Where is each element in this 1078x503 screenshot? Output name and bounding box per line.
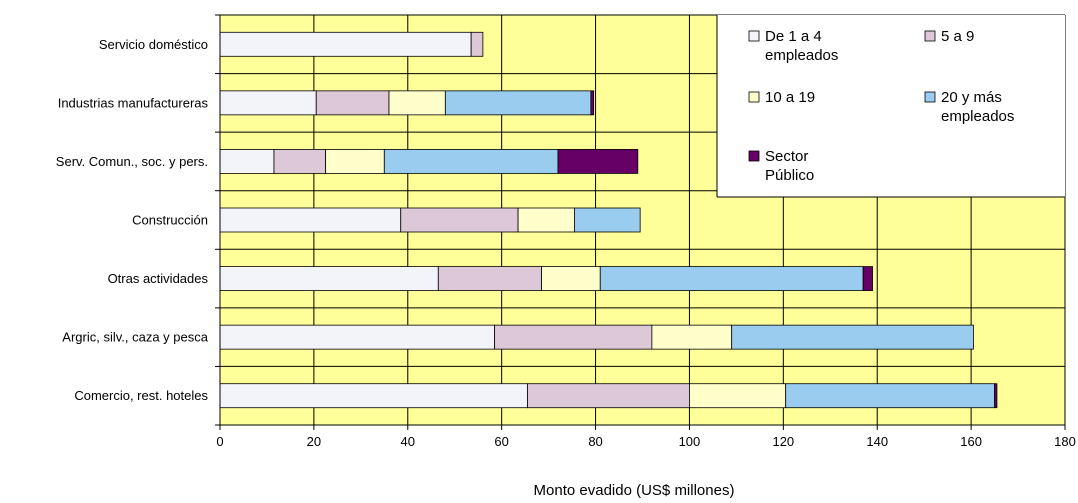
bar-segment <box>527 383 690 409</box>
bar-segment <box>731 324 974 350</box>
bar-segment <box>219 383 528 409</box>
bar-segment <box>785 383 995 409</box>
legend-label: 10 a 19 <box>765 89 815 106</box>
bar-segment <box>599 266 864 291</box>
category-label: Industrias manufactureras <box>58 95 209 110</box>
x-tick-label: 80 <box>588 434 602 449</box>
category-label: Servicio doméstico <box>99 37 208 52</box>
legend-swatch <box>748 91 760 103</box>
bar-segment <box>219 324 496 350</box>
category-label: Argric, silv., caza y pesca <box>62 330 208 345</box>
bar-segment <box>219 149 275 174</box>
legend-label: Público <box>765 167 814 184</box>
bar-segment <box>470 31 484 57</box>
legend-label: 20 y más <box>941 89 1002 106</box>
x-tick-label: 140 <box>866 434 888 449</box>
bar-segment <box>219 90 317 116</box>
bar-segment <box>994 383 998 409</box>
legend-label: empleados <box>765 47 838 64</box>
category-label: Otras actividades <box>108 271 209 286</box>
bar-segment <box>517 207 575 233</box>
category-label: Serv. Comun., soc. y pers. <box>56 154 208 169</box>
legend-box <box>717 15 1065 197</box>
bar-segment <box>444 90 592 116</box>
bar-segment <box>862 266 873 291</box>
legend-swatch <box>924 30 936 42</box>
category-label: Construcción <box>132 213 208 228</box>
bar-segment <box>325 149 385 174</box>
legend-label: 5 a 9 <box>941 28 974 45</box>
bars <box>219 31 998 409</box>
category-label: Comercio, rest. hoteles <box>74 388 208 403</box>
legend-label: empleados <box>941 108 1014 125</box>
legend-label: De 1 a 4 <box>765 28 822 45</box>
x-tick-label: 20 <box>307 434 321 449</box>
bar-segment <box>219 31 472 57</box>
legend-label: Sector <box>765 148 808 165</box>
axes: Servicio doméstico Industrias manufacture… <box>56 14 1076 449</box>
bar-segment <box>557 149 639 174</box>
bar-segment <box>437 266 542 291</box>
x-tick-label: 40 <box>401 434 415 449</box>
x-axis-title: Monto evadido (US$ millones) <box>534 482 735 499</box>
legend-swatch <box>748 150 760 162</box>
x-tick-label: 180 <box>1054 434 1076 449</box>
legend-swatch <box>748 30 760 42</box>
x-tick-label: 60 <box>494 434 508 449</box>
x-tick-label: 100 <box>679 434 701 449</box>
bar-segment <box>219 207 402 233</box>
legend-swatch <box>924 91 936 103</box>
x-tick-label: 120 <box>772 434 794 449</box>
bar-segment <box>494 324 653 350</box>
x-tick-label: 160 <box>960 434 982 449</box>
legend: De 1 a 4 empleados 5 a 9 10 a 19 20 y más emp… <box>716 15 1065 198</box>
bar-segment <box>315 90 390 116</box>
bar-segment <box>590 90 595 116</box>
bar-segment <box>383 149 559 174</box>
bar-segment <box>574 207 641 233</box>
bar-segment <box>689 383 787 409</box>
bar-segment <box>400 207 519 233</box>
bar-segment <box>651 324 733 350</box>
bar-segment <box>541 266 601 291</box>
bar-segment <box>388 90 446 116</box>
bar-segment <box>219 266 439 291</box>
x-tick-label: 0 <box>216 434 223 449</box>
bar-segment <box>273 149 327 174</box>
